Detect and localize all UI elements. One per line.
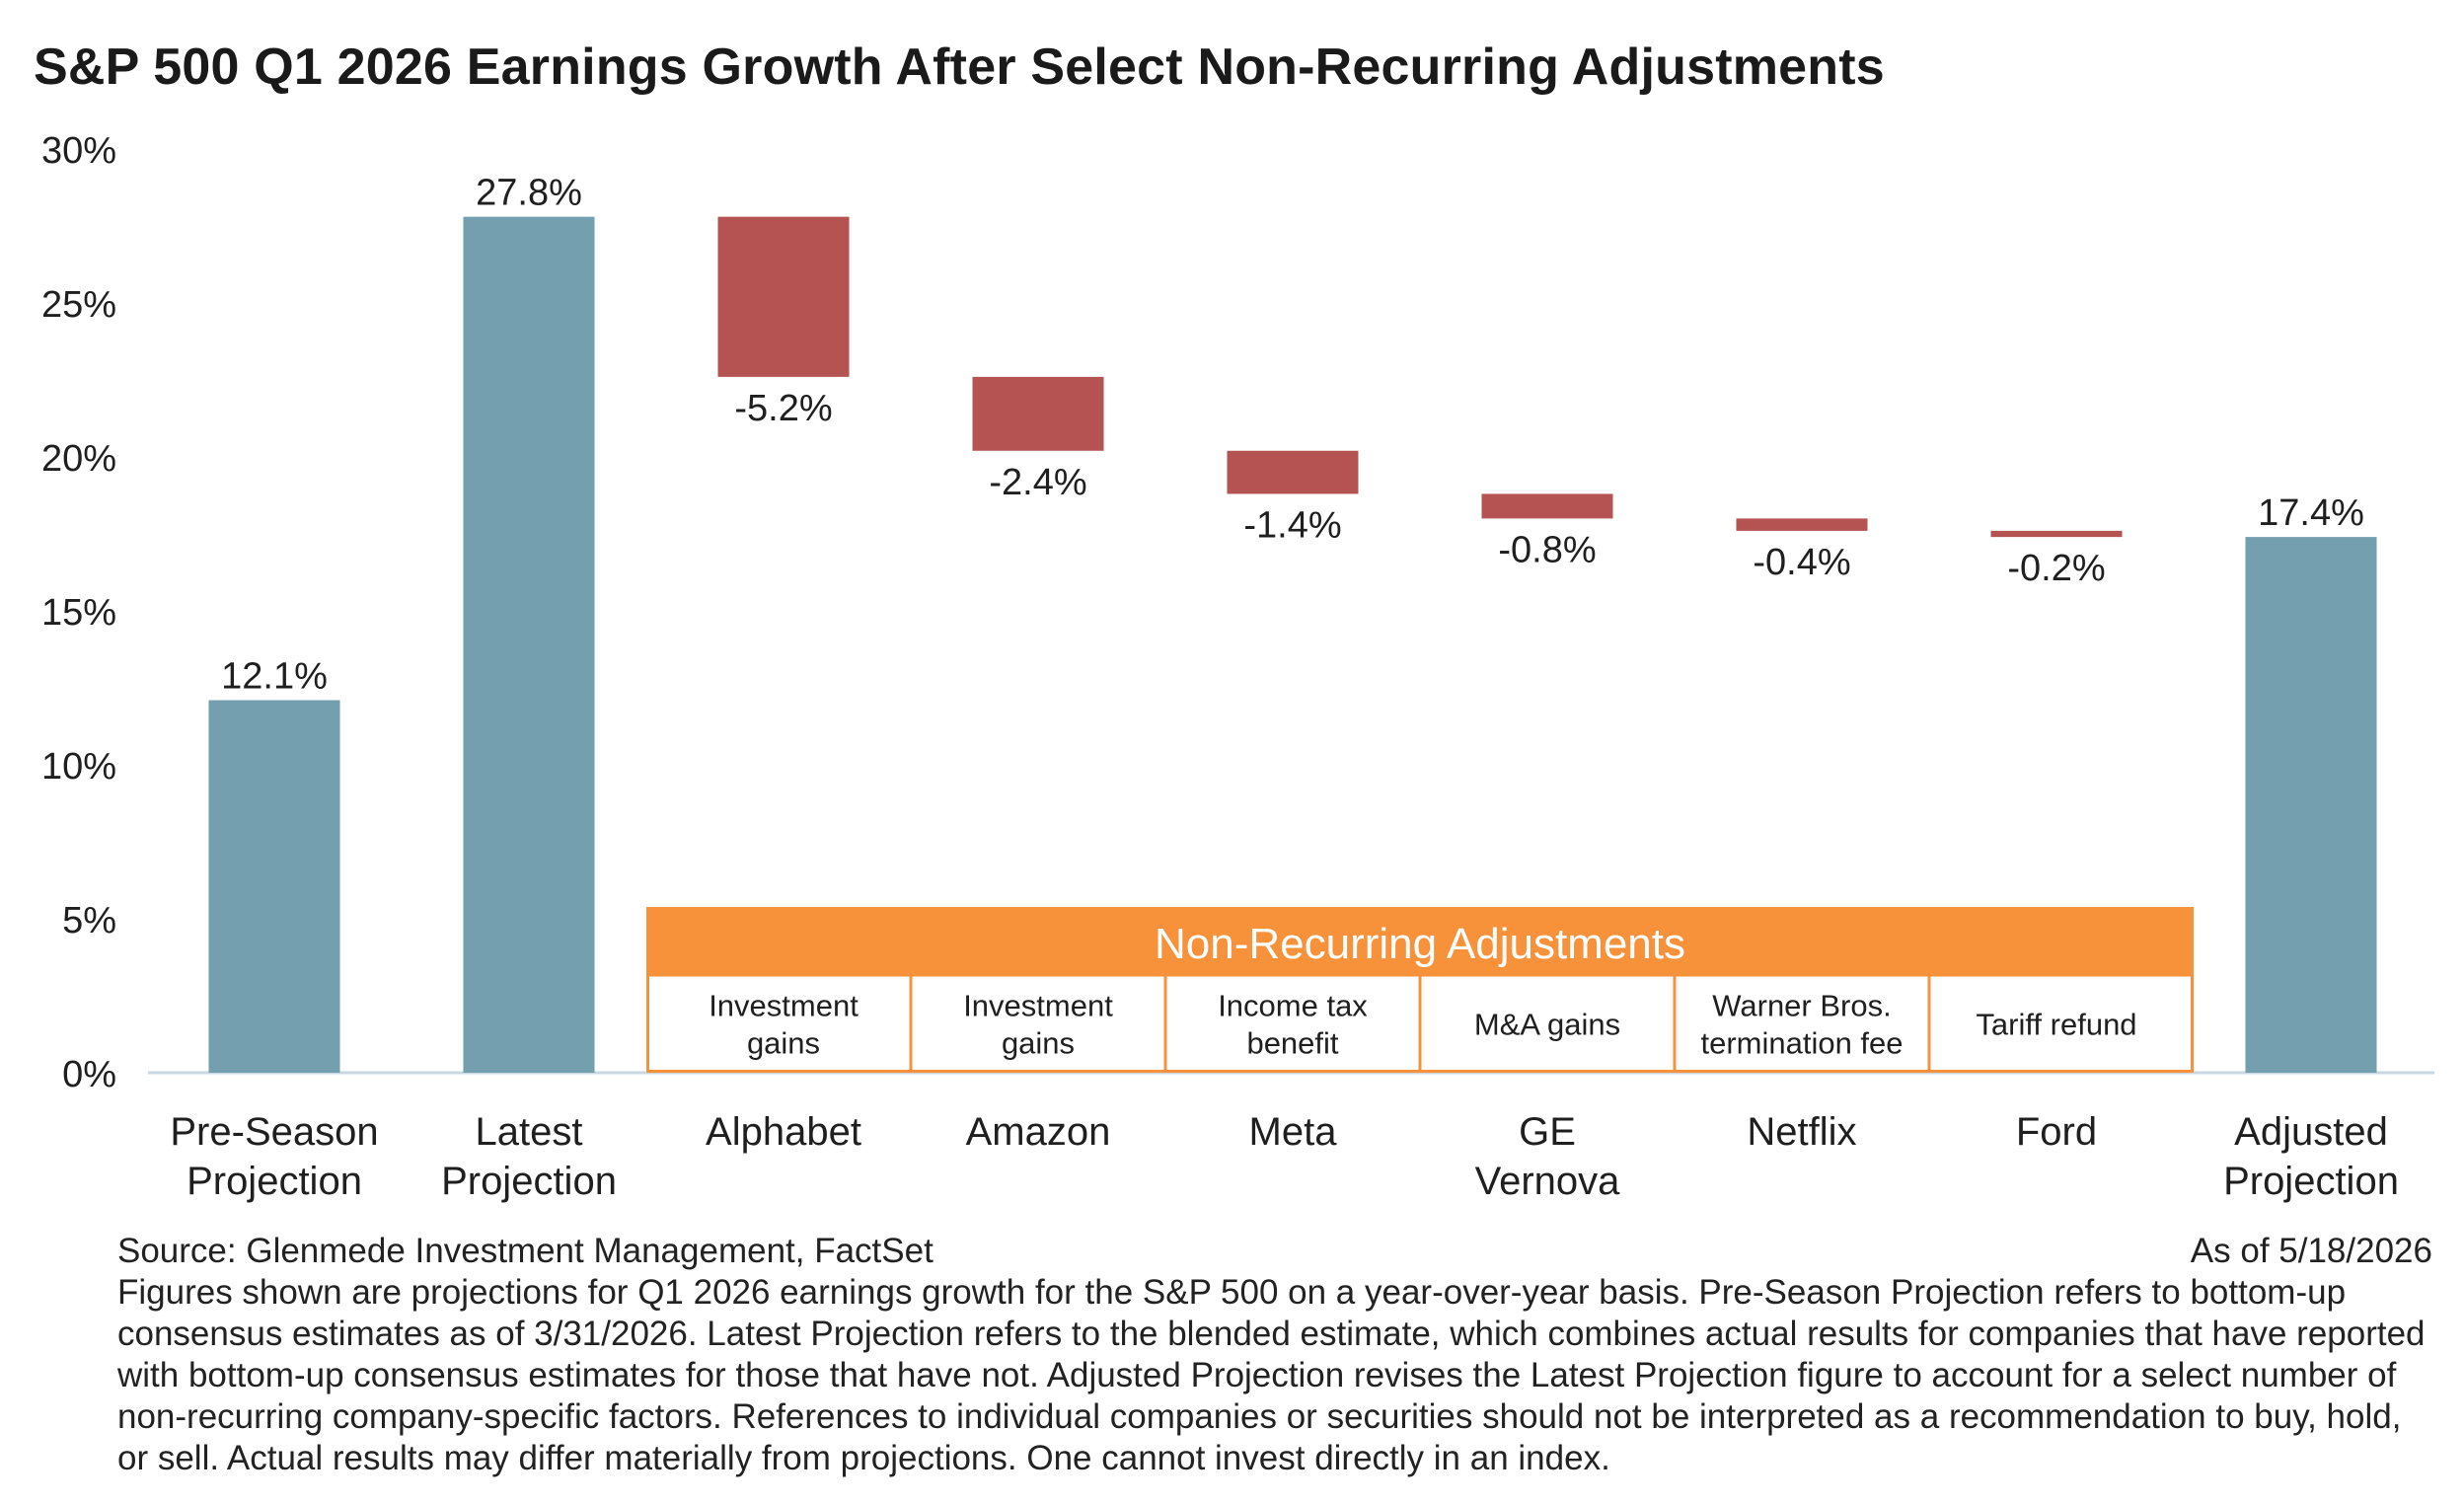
- adjustment-label: Warner Bros.: [1712, 989, 1891, 1023]
- data-label: 12.1%: [221, 655, 328, 697]
- bar-adjustment: [1736, 518, 1868, 531]
- y-tick-label: 5%: [62, 900, 116, 941]
- y-tick-label: 30%: [41, 130, 116, 172]
- x-tick-label: Projection: [441, 1160, 617, 1203]
- x-tick-label: Alphabet: [706, 1110, 861, 1154]
- bar-adjustment: [972, 376, 1104, 451]
- y-tick-label: 10%: [41, 746, 116, 788]
- x-tick-label: Netflix: [1747, 1110, 1856, 1154]
- chart-title: S&P 500 Q1 2026 Earnings Growth After Se…: [34, 38, 1885, 96]
- data-label: 17.4%: [2258, 492, 2364, 534]
- bar-total: [463, 216, 595, 1073]
- x-tick-label: Vernova: [1475, 1160, 1621, 1203]
- y-tick-label: 0%: [62, 1054, 116, 1095]
- data-label: -2.4%: [989, 462, 1086, 503]
- x-tick-label: GE: [1519, 1110, 1576, 1154]
- adjustments-header: Non-Recurring Adjustments: [1155, 920, 1685, 968]
- bar-adjustment: [1481, 493, 1613, 519]
- footnote: Figures shown are projections for Q1 202…: [117, 1273, 2426, 1477]
- bar-adjustment: [717, 216, 850, 377]
- x-tick-label: Projection: [2223, 1160, 2399, 1203]
- y-tick-label: 25%: [41, 284, 116, 326]
- data-label: 27.8%: [476, 173, 582, 214]
- x-tick-label: Ford: [2016, 1110, 2097, 1154]
- source-note: Source: Glenmede Investment Management, …: [117, 1232, 933, 1270]
- adjustment-label: benefit: [1246, 1026, 1338, 1061]
- adjustment-label: gains: [1002, 1026, 1075, 1061]
- y-tick-label: 20%: [41, 438, 116, 480]
- x-tick-label: Amazon: [966, 1110, 1111, 1154]
- x-tick-label: Meta: [1249, 1110, 1338, 1154]
- data-label: -0.4%: [1753, 542, 1850, 583]
- adjustment-label: gains: [747, 1026, 820, 1061]
- adjustment-label: Investment: [963, 989, 1113, 1023]
- x-tick-label: Projection: [187, 1160, 362, 1203]
- bar-adjustment: [1227, 450, 1359, 494]
- adjustment-label: Income tax: [1218, 989, 1368, 1023]
- y-tick-label: 15%: [41, 592, 116, 634]
- data-label: -0.2%: [2007, 548, 2105, 589]
- as-of-date: As of 5/18/2026: [2190, 1232, 2432, 1270]
- adjustments-header-bar: [646, 907, 2194, 975]
- adjustment-label: Tariff refund: [1976, 1008, 2136, 1042]
- data-label: -1.4%: [1243, 504, 1341, 546]
- adjustment-label: termination fee: [1700, 1026, 1903, 1061]
- x-tick-label: Latest: [476, 1110, 583, 1154]
- data-label: -0.8%: [1498, 529, 1596, 570]
- bar-total: [208, 700, 340, 1073]
- data-label: -5.2%: [734, 388, 832, 429]
- x-tick-label: Pre-Season: [170, 1110, 378, 1154]
- bar-total: [2245, 537, 2377, 1073]
- adjustment-label: Investment: [709, 989, 859, 1023]
- adjustment-label: M&A gains: [1474, 1008, 1620, 1042]
- bar-adjustment: [1990, 530, 2123, 538]
- x-tick-label: Adjusted: [2234, 1110, 2388, 1154]
